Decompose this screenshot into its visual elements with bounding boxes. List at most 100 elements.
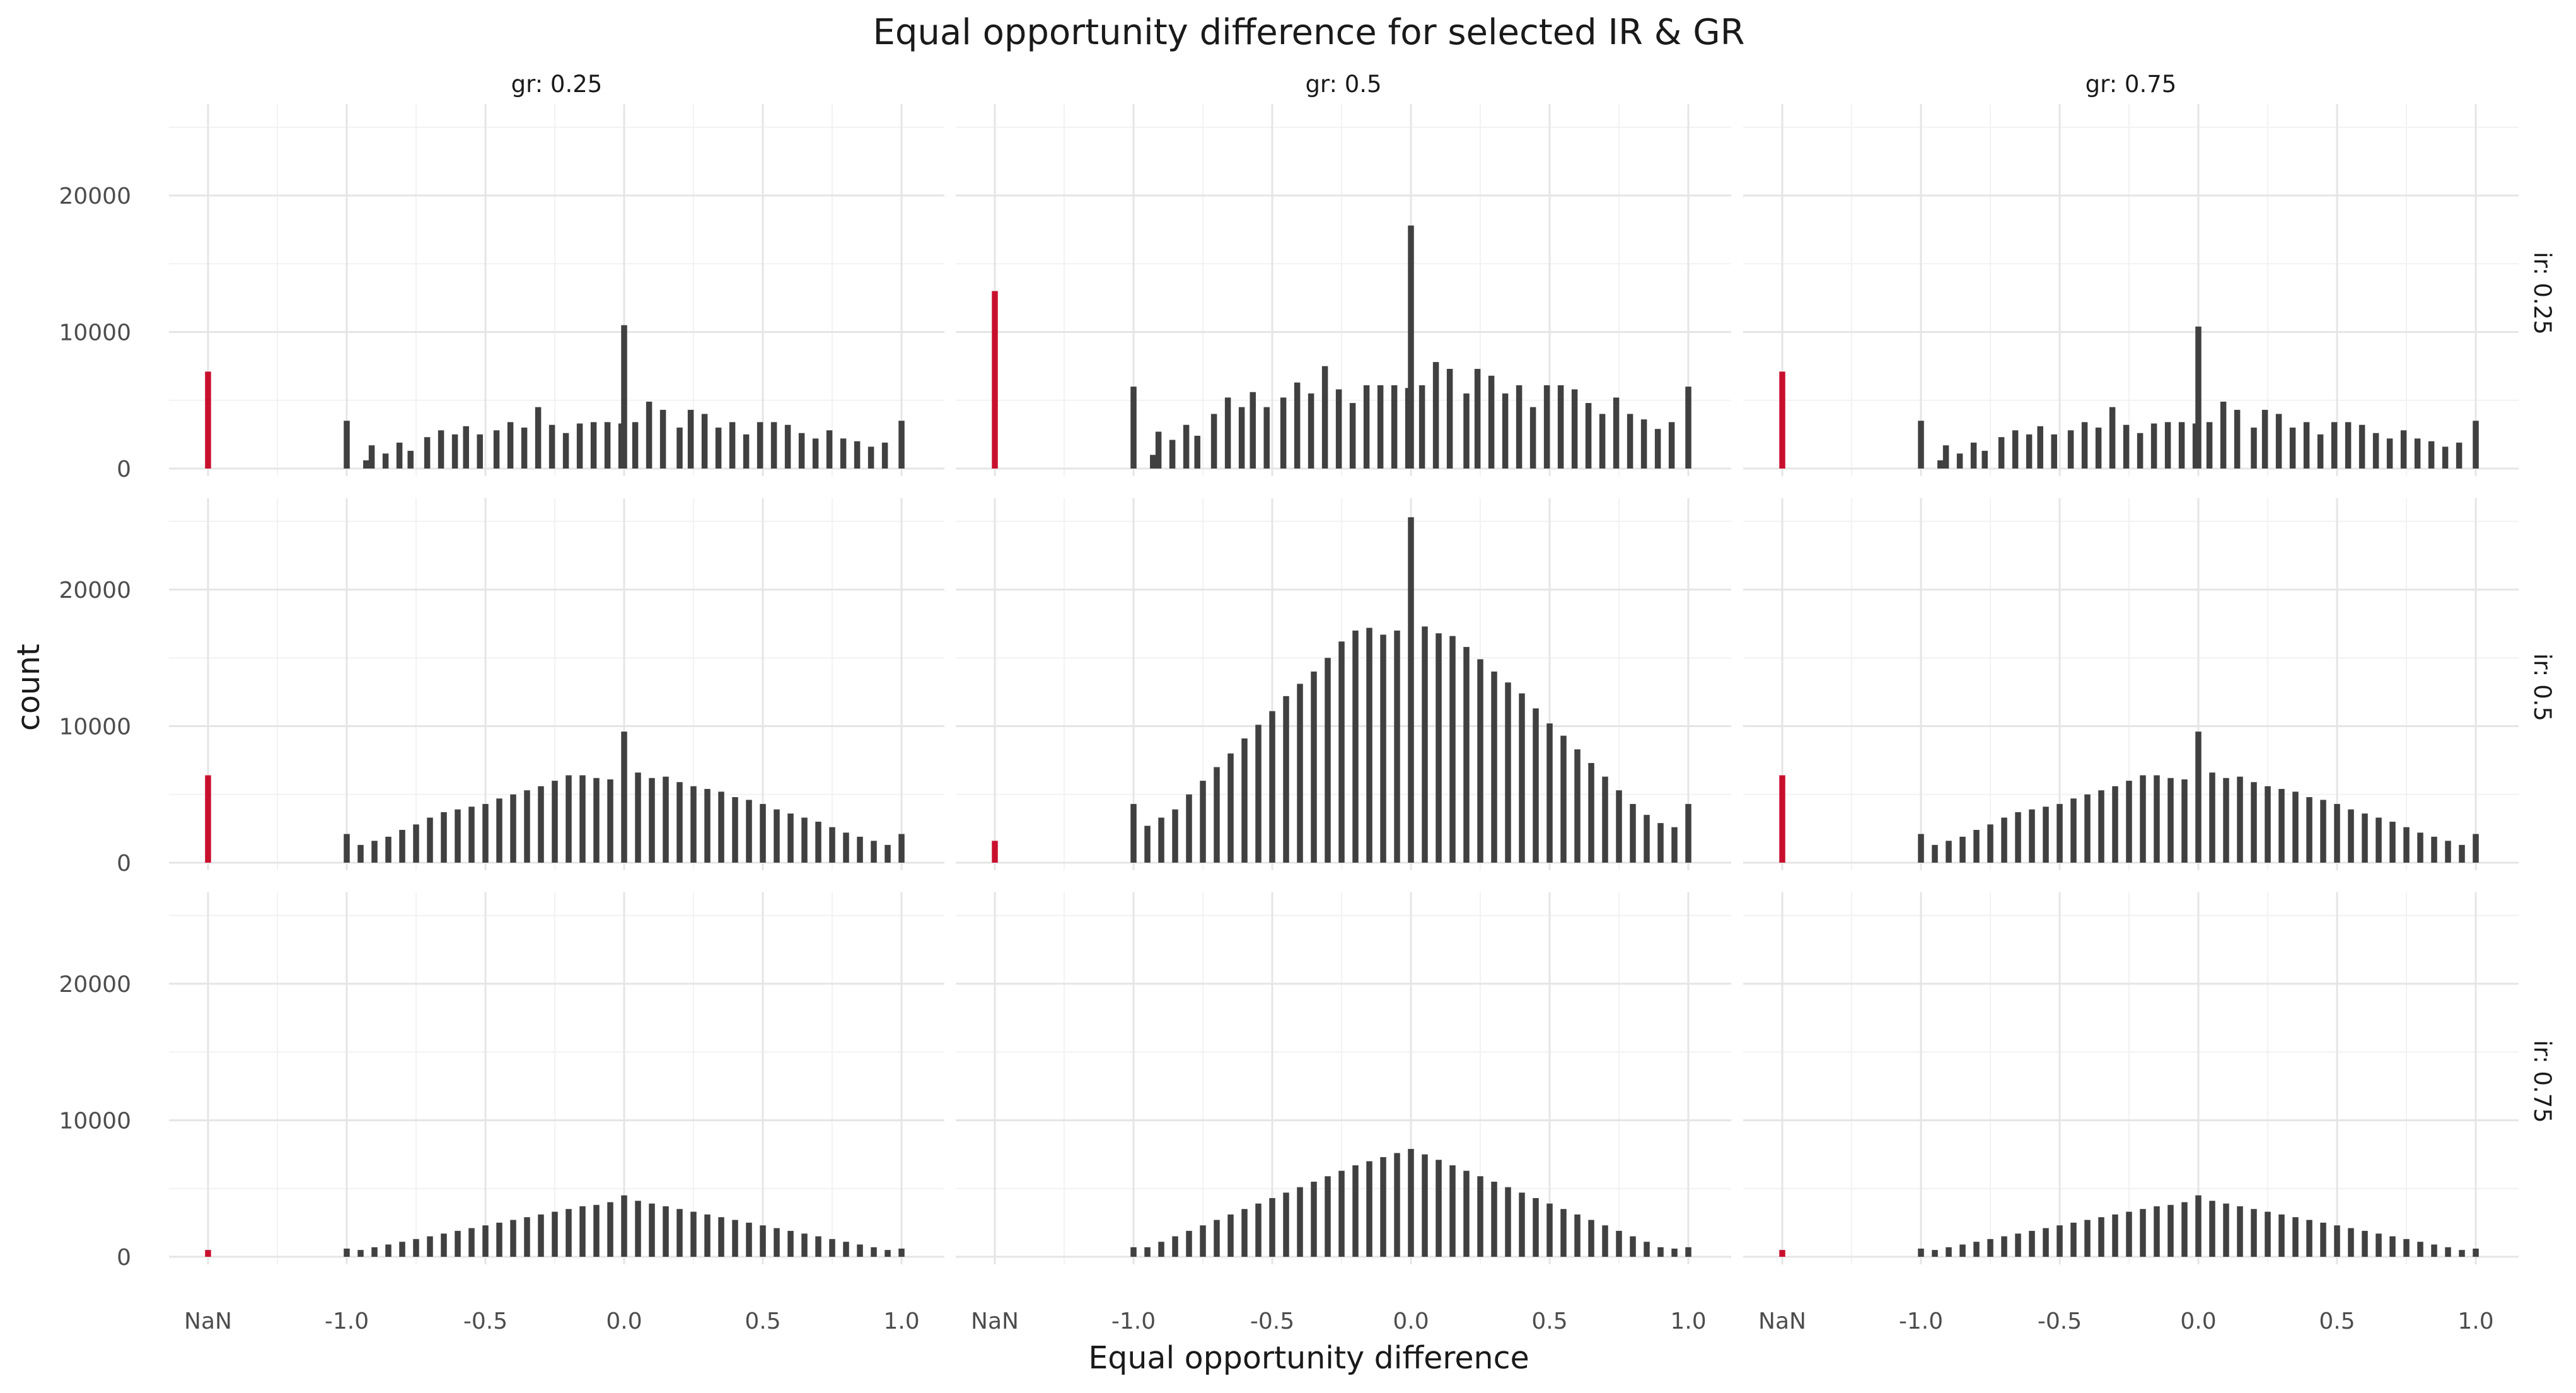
histogram-bar [510,1220,516,1257]
histogram-bar [538,1214,544,1257]
histogram-bar [1194,436,1200,469]
histogram-bar [468,1228,475,1257]
histogram-bar [607,1202,613,1257]
histogram-bar [1502,393,1509,469]
column-facet-label: gr: 0.5 [1305,71,1381,98]
histogram-bar [1408,1148,1414,1257]
histogram-bar [1335,389,1342,469]
column-facet-label: gr: 0.25 [511,71,603,98]
y-tick-label: 20000 [59,578,131,603]
histogram-bar [1446,368,1453,469]
histogram-bar [1546,1203,1553,1257]
histogram-bar [2251,428,2257,469]
histogram-bar [2012,430,2019,469]
histogram-bar [344,1249,350,1257]
histogram-bar [344,421,350,469]
histogram-bar [1283,1192,1289,1257]
histogram-bar [1297,684,1303,863]
histogram-bar [881,442,888,469]
histogram-bar [1366,1161,1372,1257]
histogram-bar [463,426,469,469]
histogram-bar [399,1242,405,1257]
histogram-bar [1158,1242,1164,1257]
histogram-bar [621,731,627,863]
histogram-bar [757,422,763,469]
histogram-bar [1408,225,1414,469]
histogram-bar [1543,385,1550,469]
histogram-bar [2306,797,2312,863]
histogram-bar [2164,422,2171,469]
histogram-bar [1918,834,1924,863]
histogram-bar [368,445,375,469]
histogram-bar [1377,385,1384,469]
histogram-bar [784,424,791,469]
x-tick-label: NaN [971,1308,1019,1334]
histogram-bar [701,414,708,469]
histogram-bar [477,434,483,469]
histogram-bar [1227,1214,1234,1257]
histogram-bar [1186,1230,1192,1257]
histogram-bar [1918,421,1924,469]
histogram-bar [493,430,500,469]
histogram-bar [774,809,780,863]
histogram-bar [424,437,431,469]
histogram-bar [1616,790,1622,863]
histogram-bar [2037,426,2043,469]
histogram-bar [524,790,530,863]
histogram-bar [2084,794,2091,863]
histogram-bar [2278,1214,2285,1257]
histogram-bar [857,836,863,863]
histogram-bar [1477,1176,1483,1257]
histogram-bar [2081,422,2088,469]
histogram-bar [1942,445,1949,469]
histogram-bar [2372,433,2379,469]
x-tick-label: 0.5 [745,1308,780,1334]
histogram-bar [2095,428,2102,469]
facet-panel: gr: 0.5 [956,71,1731,476]
x-tick-label: -1.0 [325,1308,369,1334]
histogram-bar [2015,1233,2021,1257]
histogram-bar [535,407,542,469]
histogram-bar [2209,772,2215,863]
nan-bar [992,291,998,469]
histogram-bar [1366,627,1372,863]
x-tick-label: 1.0 [883,1308,919,1334]
histogram-bar [1308,393,1314,469]
histogram-bar [687,409,694,469]
histogram-bar [2220,401,2227,469]
histogram-bar [1432,362,1439,469]
histogram-bar [1294,382,1301,469]
histogram-bar [2070,1222,2077,1257]
histogram-bar [2289,428,2296,469]
histogram-bar [1505,1187,1511,1257]
histogram-bar [1241,1209,1248,1257]
histogram-bar [2026,434,2033,469]
histogram-bar [413,824,419,863]
histogram-bar [815,822,821,863]
histogram-bar [1613,397,1620,469]
histogram-bar [2195,1195,2202,1257]
histogram-bar [1491,1181,1497,1257]
histogram-bar [704,789,711,863]
histogram-bar [829,827,835,863]
histogram-bar [2459,844,2465,863]
nan-bar [992,841,998,863]
histogram-bar [1394,630,1400,863]
histogram-bar [407,450,414,469]
histogram-bar [1488,375,1495,469]
histogram-bar [898,1249,905,1257]
histogram-bar [2348,1228,2354,1257]
histogram-bar [1560,735,1567,863]
histogram-bar [1533,708,1539,863]
histogram-bar [2345,422,2352,469]
histogram-bar [2015,812,2021,863]
histogram-bar [1269,1198,1275,1257]
y-tick-label: 10000 [59,1109,131,1134]
histogram-bar [496,798,502,863]
histogram-bar [2057,1225,2063,1257]
histogram-bar [1269,711,1275,863]
histogram-bar [2473,421,2479,469]
histogram-bar [1338,1170,1345,1257]
histogram-bar [1321,366,1328,469]
chart-title: Equal opportunity difference for selecte… [873,12,1744,53]
